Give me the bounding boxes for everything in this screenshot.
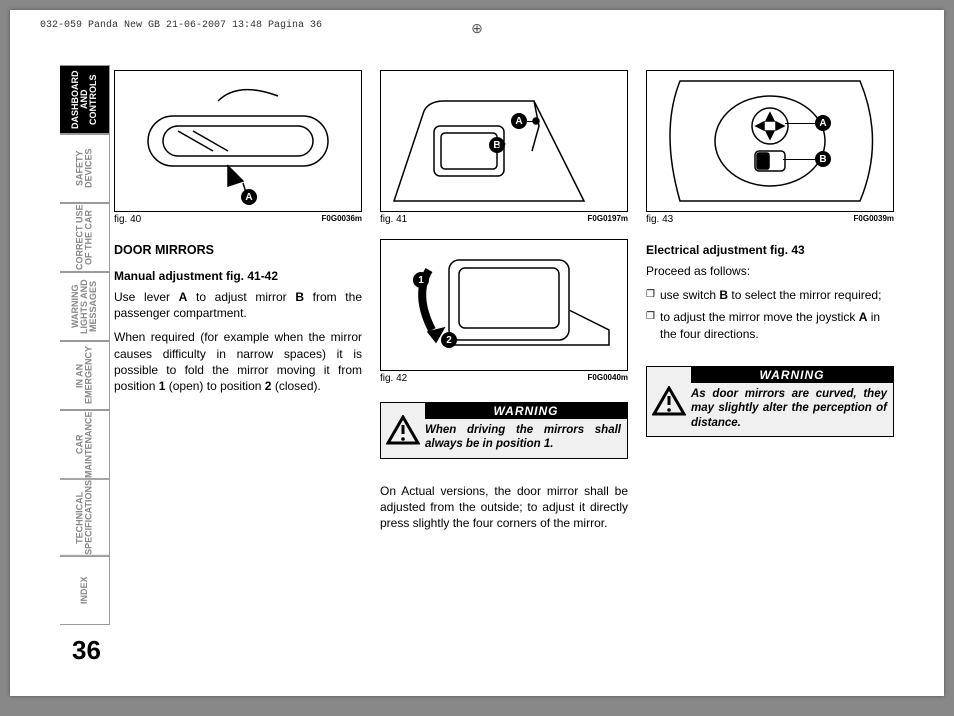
- page-content: A fig. 40 F0G0036m DOOR MIRRORS Manual a…: [114, 70, 894, 656]
- callout-a-icon: A: [511, 113, 527, 129]
- tab-dashboard[interactable]: DASHBOARD AND CONTROLS: [60, 65, 110, 134]
- tab-emergency[interactable]: IN AN EMERGENCY: [60, 341, 110, 410]
- warning-title: WARNING: [691, 367, 893, 383]
- fig43-label: fig. 43: [646, 214, 673, 225]
- warning-icon: [647, 367, 691, 436]
- text-actual-versions: On Actual versions, the door mirror shal…: [380, 483, 628, 532]
- warning-box-1: WARNING When driving the mirrors shall a…: [380, 402, 628, 459]
- print-header: 032-059 Panda New GB 21-06-2007 13:48 Pa…: [40, 20, 322, 31]
- tab-tech-specs[interactable]: TECHNICAL SPECIFICATIONS: [60, 479, 110, 556]
- figure-42-caption: fig. 42 F0G0040m: [380, 373, 628, 384]
- heading-door-mirrors: DOOR MIRRORS: [114, 243, 362, 257]
- callout-1-icon: 1: [413, 272, 429, 288]
- warning-icon: [381, 403, 425, 458]
- tab-safety[interactable]: SAFETY DEVICES: [60, 134, 110, 203]
- text-use-lever: Use lever A to adjust mirror B from the …: [114, 289, 362, 321]
- subhead-electrical: Electrical adjustment fig. 43: [646, 243, 894, 257]
- subhead-manual: Manual adjustment fig. 41-42: [114, 269, 362, 283]
- column-2: A B fig. 41 F0G0197m 1 2: [380, 70, 628, 656]
- figure-42: 1 2: [380, 239, 628, 371]
- page-number: 36: [72, 635, 101, 666]
- column-3: A B fig. 43 F0G0039m Electrical adjustme…: [646, 70, 894, 656]
- figure-40: A: [114, 70, 362, 212]
- figure-40-caption: fig. 40 F0G0036m: [114, 214, 362, 225]
- crop-mark-icon: ⊕: [471, 20, 483, 37]
- warning-text: As door mirrors are curved, they may sli…: [691, 383, 893, 436]
- tab-index[interactable]: INDEX: [60, 556, 110, 625]
- tab-maintenance[interactable]: CAR MAINTENANCE: [60, 410, 110, 479]
- text-proceed: Proceed as follows:: [646, 263, 894, 279]
- fig41-code: F0G0197m: [588, 214, 628, 225]
- fig41-label: fig. 41: [380, 214, 407, 225]
- figure-43-caption: fig. 43 F0G0039m: [646, 214, 894, 225]
- callout-b-icon: B: [815, 151, 831, 167]
- fig43-code: F0G0039m: [854, 214, 894, 225]
- warning-box-2: WARNING As door mirrors are curved, they…: [646, 366, 894, 437]
- fig40-code: F0G0036m: [322, 214, 362, 225]
- fig42-label: fig. 42: [380, 373, 407, 384]
- figure-41: A B: [380, 70, 628, 212]
- section-tabs: DASHBOARD AND CONTROLS SAFETY DEVICES CO…: [60, 65, 110, 625]
- fig42-code: F0G0040m: [588, 373, 628, 384]
- warning-title: WARNING: [425, 403, 627, 419]
- figure-41-caption: fig. 41 F0G0197m: [380, 214, 628, 225]
- column-1: A fig. 40 F0G0036m DOOR MIRRORS Manual a…: [114, 70, 362, 656]
- callout-a-icon: A: [815, 115, 831, 131]
- tab-correct-use[interactable]: CORRECT USE OF THE CAR: [60, 203, 110, 272]
- callout-2-icon: 2: [441, 332, 457, 348]
- warning-text: When driving the mirrors shall always be…: [425, 419, 627, 458]
- bullet-joystick: to adjust the mirror move the joystick A…: [646, 309, 894, 341]
- manual-page: 032-059 Panda New GB 21-06-2007 13:48 Pa…: [10, 10, 944, 696]
- figure-43: A B: [646, 70, 894, 212]
- fig40-label: fig. 40: [114, 214, 141, 225]
- text-fold-mirror: When required (for example when the mirr…: [114, 329, 362, 394]
- tab-warning-lights[interactable]: WARNING LIGHTS AND MESSAGES: [60, 272, 110, 341]
- callout-a-icon: A: [241, 189, 257, 205]
- bullet-use-switch: use switch B to select the mirror requir…: [646, 287, 894, 303]
